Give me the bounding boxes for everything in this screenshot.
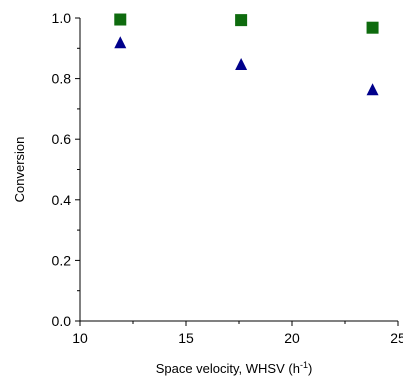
square-marker [235,14,248,27]
y-tick-label: 0.4 [52,192,72,208]
x-ticks: 10 15 20 25 [72,321,403,346]
triangle-marker [235,58,248,71]
x-axis-title-suffix: ) [308,361,312,376]
x-tick-label: 10 [72,330,88,346]
x-tick-label: 25 [390,330,403,346]
y-tick-label: 0.6 [52,131,72,147]
square-marker [114,13,127,26]
y-axis-title: Conversion [12,137,27,203]
x-axis-title-main: Space velocity, WHSV (h [156,361,300,376]
data-points [114,13,379,96]
y-tick-label: 1.0 [52,10,72,26]
y-tick-label: 0.2 [52,252,72,268]
x-tick-label: 20 [284,330,300,346]
x-tick-label: 15 [178,330,194,346]
y-ticks: 0.0 0.2 0.4 0.6 0.8 1.0 [52,10,80,329]
triangle-marker [366,83,379,96]
y-tick-label: 0.8 [52,71,72,87]
triangle-marker [114,36,127,49]
y-tick-label: 0.0 [52,313,72,329]
x-axis-title-superscript: -1 [300,360,308,370]
square-marker [366,21,379,34]
x-axis-title: Space velocity, WHSV (h-1) [156,360,313,376]
